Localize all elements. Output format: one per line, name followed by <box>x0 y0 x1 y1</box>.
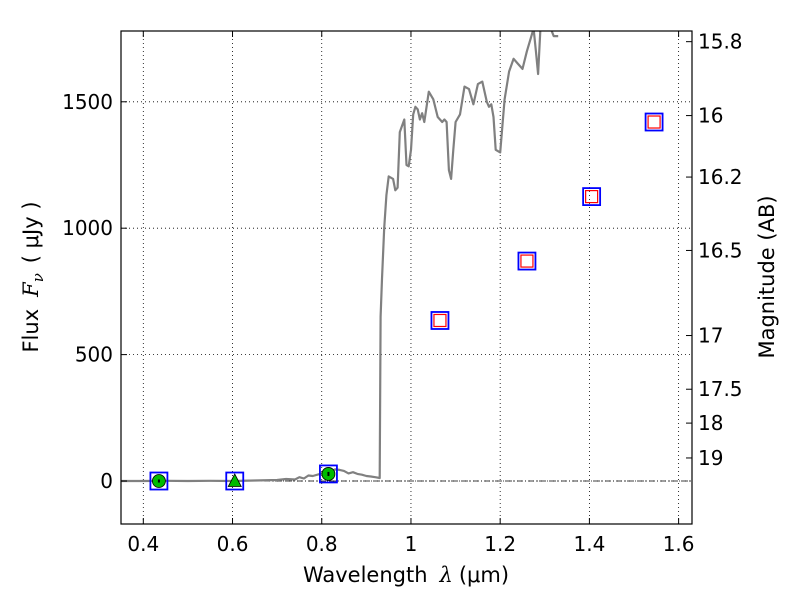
magnitude-tick-label: 17.5 <box>698 377 743 401</box>
x-tick-label: 0.4 <box>127 532 159 556</box>
x-tick-label: 1 <box>405 532 418 556</box>
upper_limits-marker <box>520 254 534 268</box>
model_photometry-marker <box>517 251 537 271</box>
plot-frame <box>120 30 693 525</box>
model_photometry-marker <box>149 471 169 491</box>
model_photometry-marker <box>430 311 450 330</box>
y-axis-label: FluxFν( μJy ) <box>19 201 47 352</box>
upper_limits-marker <box>433 313 447 328</box>
magnitude-tick-label: 16 <box>698 104 723 128</box>
model_photometry-marker <box>225 471 245 491</box>
x-tick-label: 1.2 <box>484 532 516 556</box>
upper_limits-marker <box>585 189 599 204</box>
upper_limits-marker <box>647 115 661 129</box>
detection-triangle-marker <box>227 473 242 487</box>
data-layer <box>121 31 664 491</box>
model_photometry-marker <box>644 112 664 132</box>
x-tick-label: 0.8 <box>306 532 338 556</box>
model_photometry-marker <box>319 464 338 484</box>
model_photometry-marker <box>582 187 602 206</box>
model-spectrum-line <box>121 31 559 483</box>
tick-labels: 0.4 0.6 0.8 1 1.2 1.4 1.6 0 500 1000 1500 15.8 16 16.… <box>62 30 742 556</box>
y-tick-label: 500 <box>75 343 113 367</box>
magnitude-tick-label: 19 <box>698 446 723 470</box>
magnitude-tick-label: 17 <box>698 324 723 348</box>
y-tick-label: 1500 <box>62 90 113 114</box>
x-tick-label: 0.6 <box>217 532 249 556</box>
y-tick-label: 1000 <box>62 216 113 240</box>
magnitude-axis-label: Magnitude (AB) <box>755 195 779 358</box>
magnitude-tick-label: 15.8 <box>698 30 743 54</box>
y-tick-label: 0 <box>100 469 113 493</box>
magnitude-tick-label: 16.5 <box>698 238 743 262</box>
x-axis-label: Wavelength λ (μm) <box>303 563 509 587</box>
tick-marks <box>121 31 692 524</box>
magnitude-tick-label: 18 <box>698 411 723 435</box>
x-tick-label: 1.4 <box>573 532 605 556</box>
magnitude-tick-label: 16.2 <box>698 165 743 189</box>
x-tick-label: 1.6 <box>663 532 695 556</box>
